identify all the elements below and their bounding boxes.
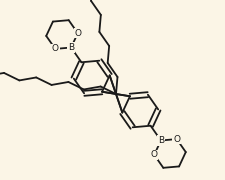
Text: O: O <box>74 29 81 38</box>
Text: O: O <box>150 150 157 159</box>
Text: O: O <box>52 44 58 53</box>
Text: B: B <box>157 136 163 145</box>
Text: O: O <box>172 135 179 144</box>
Text: B: B <box>68 43 74 52</box>
